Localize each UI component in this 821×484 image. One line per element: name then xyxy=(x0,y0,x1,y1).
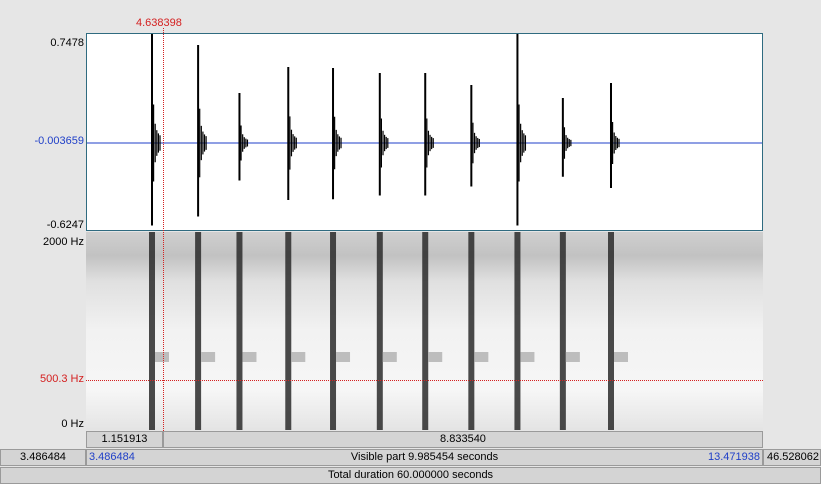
spectrogram-formant xyxy=(428,352,443,362)
waveform-pulse xyxy=(151,34,161,226)
spectrogram-panel[interactable] xyxy=(86,232,763,430)
waveform-min-label: -0.6247 xyxy=(46,219,84,231)
waveform-pulse xyxy=(609,83,620,188)
waveform-pulse xyxy=(287,67,297,200)
spectrogram-formant xyxy=(520,352,535,362)
spectrogram-formant xyxy=(242,352,257,362)
spectrogram-pulse xyxy=(468,232,475,430)
spectrogram-plot xyxy=(86,232,763,430)
waveform-pulse xyxy=(332,68,342,200)
view-start-time: 3.486484 xyxy=(89,451,135,463)
waveform-max-label: 0.7478 xyxy=(50,37,84,49)
spectrogram-pulse xyxy=(514,232,521,430)
waveform-pulse xyxy=(197,45,207,217)
view-end-time: 13.471938 xyxy=(708,451,760,463)
visible-part-text: Visible part 9.985454 seconds xyxy=(350,451,499,463)
waveform-pulse xyxy=(424,73,434,196)
total-duration-bar[interactable]: Total duration 60.000000 seconds xyxy=(0,467,821,484)
visible-part-bar[interactable]: 3.486484 Visible part 9.985454 seconds 1… xyxy=(86,449,763,466)
cursor-time-label: 4.638398 xyxy=(136,17,182,29)
spectrogram-cursor-freq-label: 500.3 Hz xyxy=(39,373,84,385)
waveform-pulse xyxy=(470,85,480,187)
waveform-pulse xyxy=(238,93,249,181)
frequency-cursor-line[interactable] xyxy=(86,380,763,381)
spectrogram-pulse xyxy=(559,232,566,430)
spectrogram-formant xyxy=(565,352,580,362)
spectrogram-pulse xyxy=(330,232,337,430)
spectrogram-pulse xyxy=(607,232,614,430)
left-hidden-duration[interactable]: 3.486484 xyxy=(0,449,86,466)
spectrogram-bottom-label: 0 Hz xyxy=(61,418,84,430)
spectrogram-pulse xyxy=(422,232,429,430)
spectrogram-formant xyxy=(201,352,216,362)
segment-right[interactable]: 8.833540 xyxy=(163,431,763,448)
waveform-pulse xyxy=(516,34,527,226)
right-hidden-duration[interactable]: 46.528062 xyxy=(763,449,821,466)
spectrogram-formant xyxy=(291,352,306,362)
spectrogram-formant xyxy=(382,352,397,362)
waveform-pulse xyxy=(561,98,572,177)
spectrogram-formant xyxy=(336,352,351,362)
spectrogram-pulse xyxy=(149,232,156,430)
waveform-zero-label: -0.003659 xyxy=(34,135,84,147)
spectrogram-top-label: 2000 Hz xyxy=(43,236,84,248)
segment-left[interactable]: 1.151913 xyxy=(86,431,163,448)
spectrogram-formant xyxy=(155,352,170,362)
spectrogram-formant xyxy=(613,352,628,362)
spectrogram-pulse xyxy=(285,232,292,430)
spectrogram-pulse xyxy=(376,232,383,430)
time-cursor-line[interactable] xyxy=(163,28,164,431)
spectrogram-formant xyxy=(474,352,489,362)
waveform-pulse xyxy=(378,73,389,196)
waveform-panel[interactable] xyxy=(86,33,763,231)
spectrogram-pulse xyxy=(195,232,202,430)
spectrogram-pulse xyxy=(236,232,243,430)
waveform-plot xyxy=(87,34,762,226)
